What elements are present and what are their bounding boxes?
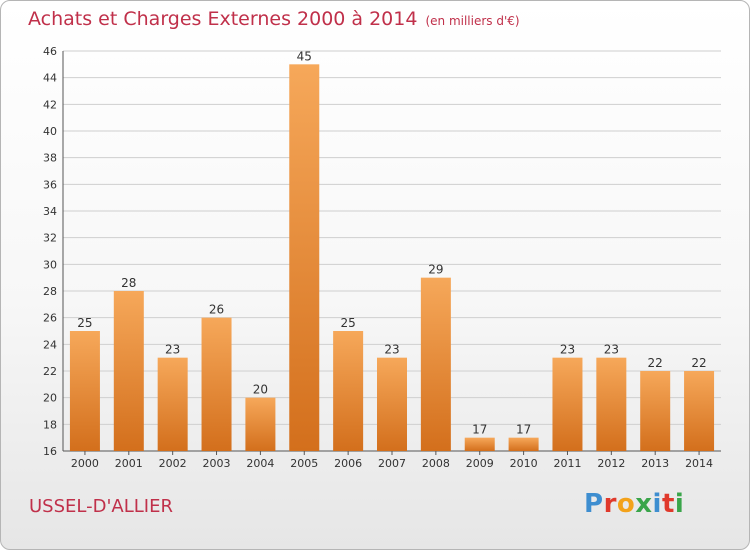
logo-letter: o	[616, 489, 636, 519]
value-label: 25	[77, 316, 92, 330]
x-tick-label: 2013	[641, 457, 669, 470]
x-tick-label: 2006	[334, 457, 362, 470]
value-label: 26	[209, 303, 224, 317]
bar-2005	[289, 64, 320, 452]
x-tick-label: 2004	[246, 457, 274, 470]
y-tick-label: 42	[43, 98, 57, 111]
y-tick-label: 26	[43, 312, 57, 325]
bar-2009	[464, 437, 495, 451]
x-tick-label: 2007	[378, 457, 406, 470]
chart-unit-text: (en milliers d'€)	[425, 14, 520, 28]
y-tick-label: 44	[43, 72, 57, 85]
bar-2013	[640, 371, 671, 451]
value-label: 28	[121, 276, 136, 290]
value-label: 22	[648, 356, 663, 370]
value-label: 23	[560, 343, 575, 357]
y-tick-label: 36	[43, 178, 57, 191]
x-tick-label: 2001	[115, 457, 143, 470]
logo-letter: r	[603, 489, 617, 519]
bar-2010	[508, 437, 539, 451]
value-label: 23	[165, 343, 180, 357]
y-tick-label: 40	[43, 125, 57, 138]
x-tick-label: 2012	[597, 457, 625, 470]
y-tick-label: 22	[43, 365, 57, 378]
logo-letter: i	[652, 489, 662, 519]
value-label: 17	[516, 423, 531, 437]
value-label: 25	[340, 316, 355, 330]
x-tick-labels: 2000 2001 2002 2003 2004 2005 2006 2007 2008 2009…	[71, 457, 713, 470]
bar-2012	[596, 357, 627, 451]
bar-2002	[157, 357, 188, 451]
y-tick-label: 30	[43, 258, 57, 271]
y-tick-label: 18	[43, 418, 57, 431]
chart-title-text: Achats et Charges Externes 2000 à 2014	[28, 8, 418, 30]
y-tick-label: 38	[43, 152, 57, 165]
logo-letter: P	[584, 489, 604, 519]
y-tick-label: 34	[43, 205, 57, 218]
bars	[69, 64, 715, 452]
y-tick-label: 16	[43, 445, 57, 458]
chart-title: Achats et Charges Externes 2000 à 2014 (e…	[28, 8, 520, 30]
bar-2000	[69, 331, 100, 451]
value-label: 29	[428, 263, 443, 277]
bar-2004	[245, 397, 276, 451]
y-tick-label: 32	[43, 232, 57, 245]
value-label: 22	[691, 356, 706, 370]
y-tick-label: 28	[43, 285, 57, 298]
x-tick-label: 2009	[466, 457, 494, 470]
bar-2008	[420, 277, 451, 451]
value-label: 20	[253, 383, 268, 397]
bar-2014	[684, 371, 715, 451]
value-label: 23	[604, 343, 619, 357]
commune-name: USSEL-D'ALLIER	[29, 496, 173, 517]
value-label: 17	[472, 423, 487, 437]
bar-2006	[333, 331, 364, 451]
value-label: 23	[384, 343, 399, 357]
x-tick-label: 2010	[510, 457, 538, 470]
bar-2007	[377, 357, 407, 451]
logo-letter: i	[674, 489, 685, 519]
value-labels: 25 28 23 26 20 45 25 23 29 17 17 23 23 22 22	[77, 49, 706, 436]
y-tick-label: 24	[43, 338, 57, 351]
x-tick-label: 2003	[203, 457, 231, 470]
x-tick-label: 2008	[422, 457, 450, 470]
y-tick-label: 46	[43, 45, 57, 58]
bar-2003	[201, 317, 232, 451]
x-tick-label: 2014	[685, 457, 713, 470]
x-tick-label: 2005	[290, 457, 318, 470]
logo-letter: x	[635, 489, 653, 519]
bar-2001	[113, 291, 144, 451]
value-label: 45	[297, 49, 312, 63]
bar-2011	[552, 357, 583, 451]
logo-letter: t	[661, 489, 675, 519]
x-tick-label: 2011	[553, 457, 581, 470]
y-tick-label: 20	[43, 392, 57, 405]
proxiti-logo[interactable]: Proxiti	[584, 489, 684, 519]
y-tick-labels: 16 18 20 22 24 26 28 30 32 34 36 38 40 42 44 46	[43, 45, 57, 458]
x-tick-label: 2002	[159, 457, 187, 470]
x-tick-label: 2000	[71, 457, 99, 470]
